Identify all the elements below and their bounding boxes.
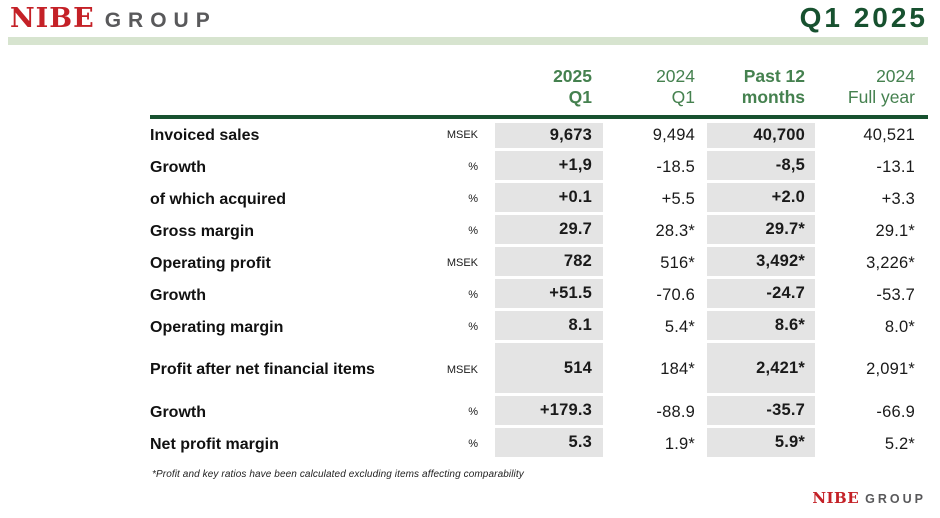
- cell-value: 5.2*: [884, 434, 915, 453]
- logo-brand-text: NIBE: [10, 3, 95, 34]
- cell-value: 184*: [660, 360, 695, 378]
- cell-value: 8.0*: [884, 317, 915, 336]
- table-row: Invoiced sales MSEK 9,673 9,494 40,700 4…: [150, 119, 928, 151]
- table-row: Profit after net financial items MSEK 51…: [150, 343, 928, 396]
- cell-value: 2,421*: [707, 343, 815, 396]
- cell-value: +179.3: [495, 396, 603, 428]
- table-row: Net profit margin % 5.3 1.9* 5.9* 5.2*: [150, 428, 928, 460]
- footer-logo-brand-text: NIBE: [812, 489, 860, 507]
- cell-value: +51.5: [495, 279, 603, 311]
- cell-value: 9,673: [495, 119, 603, 151]
- cell-value: +2.0: [707, 183, 815, 215]
- row-label: Gross margin: [150, 222, 255, 240]
- table-row: Growth % +1,9 -18.5 -8,5 -13.1: [150, 151, 928, 183]
- page-header: NIBE GROUP Q1 2025: [10, 2, 928, 34]
- cell-value: +3.3: [881, 189, 915, 208]
- cell-value: -88.9: [656, 402, 695, 421]
- row-label: Operating margin: [150, 318, 284, 336]
- cell-value: 5.4*: [664, 317, 695, 336]
- footer-nibe-group-logo: NIBE GROUP: [812, 489, 926, 508]
- label-column-header: [150, 60, 440, 119]
- cell-value: 40,521: [863, 125, 915, 144]
- cell-value: -53.7: [876, 285, 915, 304]
- cell-value: -35.7: [707, 396, 815, 428]
- footnote: *Profit and key ratios have been calcula…: [152, 469, 524, 480]
- table-row: Gross margin % 29.7 28.3* 29.7* 29.1*: [150, 215, 928, 247]
- row-unit: %: [468, 289, 478, 301]
- cell-value: -66.9: [876, 402, 915, 421]
- cell-value: +0.1: [495, 183, 603, 215]
- cell-value: 9,494: [652, 125, 695, 144]
- row-unit: %: [468, 406, 478, 418]
- cell-value: 516*: [660, 253, 695, 272]
- cell-value: +5.5: [661, 189, 695, 208]
- cell-value: 5.9*: [707, 428, 815, 460]
- cell-value: -24.7: [707, 279, 815, 311]
- row-unit: %: [468, 321, 478, 333]
- cell-value: 5.3: [495, 428, 603, 460]
- cell-value: 29.7*: [707, 215, 815, 247]
- nibe-group-logo: NIBE GROUP: [10, 3, 217, 34]
- row-unit: MSEK: [446, 363, 478, 376]
- row-unit: %: [468, 225, 478, 237]
- cell-value: +1,9: [495, 151, 603, 183]
- column-header-2024-full-year: 2024 Full year: [815, 60, 928, 119]
- row-unit: MSEK: [446, 129, 478, 141]
- cell-value: 2,091*: [866, 360, 915, 378]
- row-unit: %: [468, 193, 478, 205]
- row-label: Profit after net financial items: [150, 361, 375, 378]
- unit-column-header: [440, 60, 495, 119]
- cell-value: -70.6: [656, 285, 695, 304]
- column-header-past-12-months: Past 12 months: [707, 60, 815, 119]
- cell-value: 40,700: [707, 119, 815, 151]
- row-label: Growth: [150, 158, 206, 176]
- row-unit: %: [468, 161, 478, 173]
- row-label: of which acquired: [150, 190, 287, 208]
- header-divider-bar: [8, 37, 928, 45]
- cell-value: 1.9*: [664, 434, 695, 453]
- column-header-2024-q1: 2024 Q1: [603, 60, 707, 119]
- table-row: Growth % +51.5 -70.6 -24.7 -53.7: [150, 279, 928, 311]
- cell-value: 28.3*: [655, 221, 695, 240]
- row-unit: %: [468, 438, 478, 450]
- table-row: Operating margin % 8.1 5.4* 8.6* 8.0*: [150, 311, 928, 343]
- cell-value: 29.1*: [875, 221, 915, 240]
- cell-value: 29.7: [495, 215, 603, 247]
- cell-value: 514: [495, 343, 603, 396]
- row-label: Operating profit: [150, 254, 271, 272]
- row-label: Invoiced sales: [150, 126, 260, 144]
- row-unit: MSEK: [446, 257, 478, 269]
- table-row: Operating profit MSEK 782 516* 3,492* 3,…: [150, 247, 928, 279]
- logo-suffix-text: GROUP: [104, 9, 217, 32]
- row-label: Growth: [150, 286, 206, 304]
- cell-value: 8.1: [495, 311, 603, 343]
- row-label: Growth: [150, 403, 206, 421]
- cell-value: 782: [495, 247, 603, 279]
- cell-value: 3,492*: [707, 247, 815, 279]
- table-header-row: 2025 Q1 2024 Q1 Past 12 months 2024 Full…: [150, 60, 928, 119]
- page-title: Q1 2025: [799, 2, 928, 33]
- cell-value: 8.6*: [707, 311, 815, 343]
- row-label: Net profit margin: [150, 435, 279, 453]
- column-header-2025-q1: 2025 Q1: [495, 60, 603, 119]
- table-row: Growth % +179.3 -88.9 -35.7 -66.9: [150, 396, 928, 428]
- table-row: of which acquired % +0.1 +5.5 +2.0 +3.3: [150, 183, 928, 215]
- cell-value: -18.5: [656, 157, 695, 176]
- cell-value: -8,5: [707, 151, 815, 183]
- footer-logo-suffix-text: GROUP: [865, 492, 926, 506]
- financial-results-table: 2025 Q1 2024 Q1 Past 12 months 2024 Full…: [150, 60, 928, 460]
- cell-value: -13.1: [876, 157, 915, 176]
- cell-value: 3,226*: [866, 253, 915, 272]
